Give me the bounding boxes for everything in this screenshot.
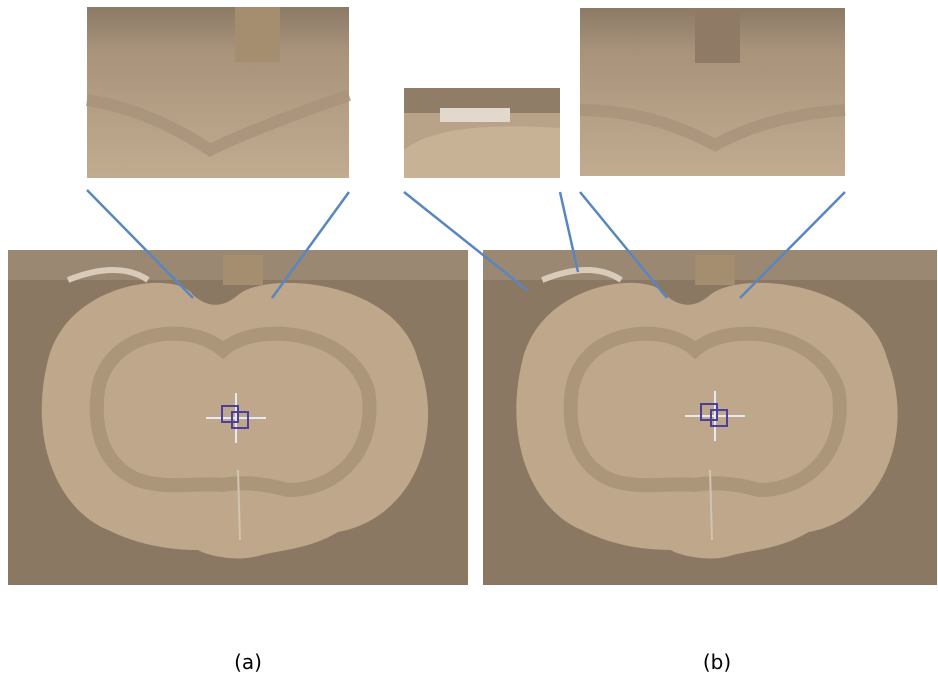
image-b [483, 250, 937, 585]
zoom-lines [86, 189, 846, 299]
inset-a [86, 7, 352, 178]
panel-label: (a) [234, 650, 262, 674]
image-a [8, 250, 468, 585]
inset-b-small [404, 88, 560, 178]
panel-label: (b) [702, 650, 732, 674]
inset-b-large [579, 8, 846, 176]
